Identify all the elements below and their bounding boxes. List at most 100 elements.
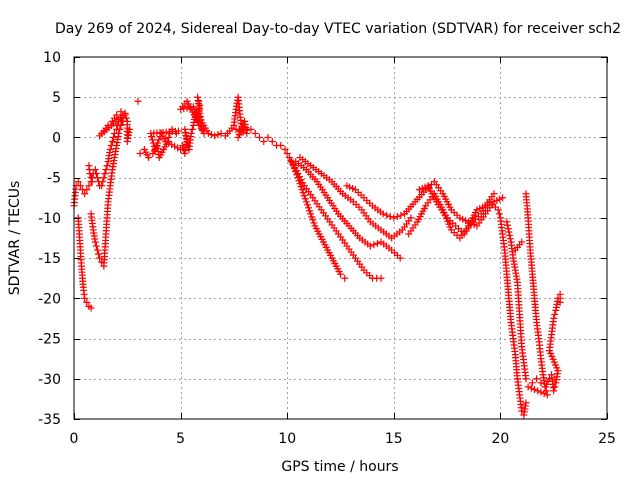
- data-point-0-7: [85, 182, 93, 190]
- data-point-fill-0-89-1: [188, 125, 196, 133]
- data-point-0-33: [87, 304, 95, 312]
- data-point-0-128: [302, 198, 310, 206]
- data-point-fill-0-82-1: [165, 139, 173, 147]
- data-point-0-14: [100, 174, 108, 182]
- data-point-fill-0-128-2: [305, 204, 313, 212]
- data-point-0-136: [337, 270, 344, 278]
- y-tick-label-9: -35: [38, 412, 61, 428]
- data-point-fill-0-157-2: [373, 239, 381, 247]
- data-point-0-178: [390, 214, 398, 222]
- data-point-fill-0-225-4: [506, 231, 514, 239]
- data-point-fill-0-129-1: [308, 213, 316, 221]
- x-tick-label-0: 0: [70, 431, 79, 447]
- y-tick-label-3: -5: [47, 171, 61, 187]
- data-point-fill-0-127-1: [299, 189, 307, 197]
- data-point-0-18: [108, 137, 116, 145]
- y-tick-label-6: -20: [38, 291, 61, 307]
- x-tick-label-1: 5: [176, 431, 185, 447]
- data-point-0-258: [550, 314, 558, 322]
- data-point-0-118: [264, 133, 272, 141]
- data-point-0-15: [102, 166, 110, 174]
- data-point-fill-0-253-1: [551, 383, 559, 391]
- data-point-0-36: [91, 238, 99, 246]
- data-point-fill-0-98-3: [186, 103, 194, 111]
- data-point-0-31: [83, 298, 91, 306]
- data-point-0-100: [204, 129, 212, 137]
- data-point-0-89: [187, 129, 195, 137]
- data-point-0-69: [145, 154, 153, 162]
- data-point-0-65: [88, 178, 96, 186]
- data-point-fill-0-139-1: [295, 173, 303, 181]
- data-point-0-114: [247, 125, 255, 133]
- data-point-0-115: [251, 129, 259, 137]
- data-point-0-201: [490, 190, 498, 198]
- data-point-fill-0-80-1: [152, 142, 160, 150]
- data-point-fill-0-98-2: [183, 104, 191, 112]
- data-point-0-11: [93, 174, 101, 182]
- data-point-fill-0-64-1: [87, 174, 95, 182]
- data-point-fill-0-225-2: [504, 225, 512, 233]
- data-point-fill-0-98-1: [180, 105, 188, 113]
- data-point-0-38: [96, 254, 104, 262]
- data-point-fill-0-126-3: [297, 183, 305, 191]
- data-point-fill-0-127-2: [300, 192, 308, 200]
- data-point-0-116: [255, 133, 263, 141]
- data-point-0-232: [522, 375, 530, 383]
- data-point-fill-0-128-1: [303, 201, 311, 209]
- data-point-0-87: [181, 125, 189, 133]
- data-point-0-66: [134, 97, 142, 105]
- data-point-0-102: [217, 129, 225, 137]
- data-point-fill-0-80-3: [155, 136, 163, 144]
- x-axis-label: GPS time / hours: [281, 459, 398, 475]
- data-point-0-82: [162, 137, 170, 145]
- data-point-fill-0-211-1: [495, 210, 503, 218]
- data-point-fill-0-14-1: [101, 170, 109, 178]
- y-axis-label: SDTVAR / TECUs: [7, 181, 23, 296]
- y-tick-label-7: -25: [38, 332, 61, 348]
- data-point-fill-0-225-3: [505, 228, 513, 236]
- data-point-fill-0-128-3: [306, 207, 314, 215]
- data-point-0-137: [341, 274, 349, 282]
- data-point-fill-0-127-3: [301, 195, 309, 203]
- data-point-fill-0-139-3: [299, 179, 307, 187]
- data-point-fill-0-225-1: [504, 221, 512, 229]
- data-point-0-98: [177, 105, 185, 113]
- y-tick-label-1: 5: [52, 90, 61, 106]
- data-point-fill-0-13-1: [99, 178, 107, 186]
- data-point-fill-0-59-1: [122, 114, 130, 122]
- data-point-fill-0-18-1: [109, 133, 117, 141]
- x-tick-label-2: 10: [278, 431, 296, 447]
- data-point-0-117: [260, 137, 268, 145]
- data-point-0-247: [528, 379, 536, 387]
- data-point-0-2: [74, 178, 82, 186]
- data-point-0-245: [543, 391, 551, 399]
- data-point-0-224: [522, 399, 530, 407]
- data-point-0-172: [407, 214, 415, 222]
- data-point-0-49: [115, 129, 123, 137]
- data-point-0-211: [494, 206, 502, 214]
- x-tick-label-5: 25: [598, 431, 616, 447]
- data-point-fill-0-79-2: [148, 136, 156, 144]
- data-point-fill-0-245-3: [534, 387, 542, 395]
- data-point-fill-0-82-4: [174, 144, 182, 152]
- data-point-0-13: [98, 182, 106, 190]
- data-point-fill-0-245-2: [537, 388, 545, 396]
- data-point-0-3: [76, 182, 84, 190]
- data-point-fill-0-37-1: [95, 250, 103, 258]
- x-tick-labels: 0 5 10 15 20 25: [70, 431, 616, 447]
- plot-frame: [73, 56, 608, 420]
- y-tick-label-4: -10: [38, 211, 61, 227]
- data-point-fill-0-138-3: [292, 167, 300, 175]
- data-point-fill-0-177-1: [383, 211, 391, 219]
- data-point-fill-0-129-3: [310, 219, 318, 227]
- data-point-0-58: [117, 108, 125, 116]
- data-point-fill-0-245-4: [531, 386, 539, 394]
- data-points: [70, 93, 564, 419]
- data-point-0-121: [277, 141, 285, 149]
- data-point-0-80: [151, 146, 159, 154]
- data-point-fill-0-129-2: [309, 216, 317, 224]
- data-point-0-95: [198, 125, 206, 133]
- data-point-0-5: [81, 190, 89, 198]
- data-point-0-6: [83, 186, 91, 194]
